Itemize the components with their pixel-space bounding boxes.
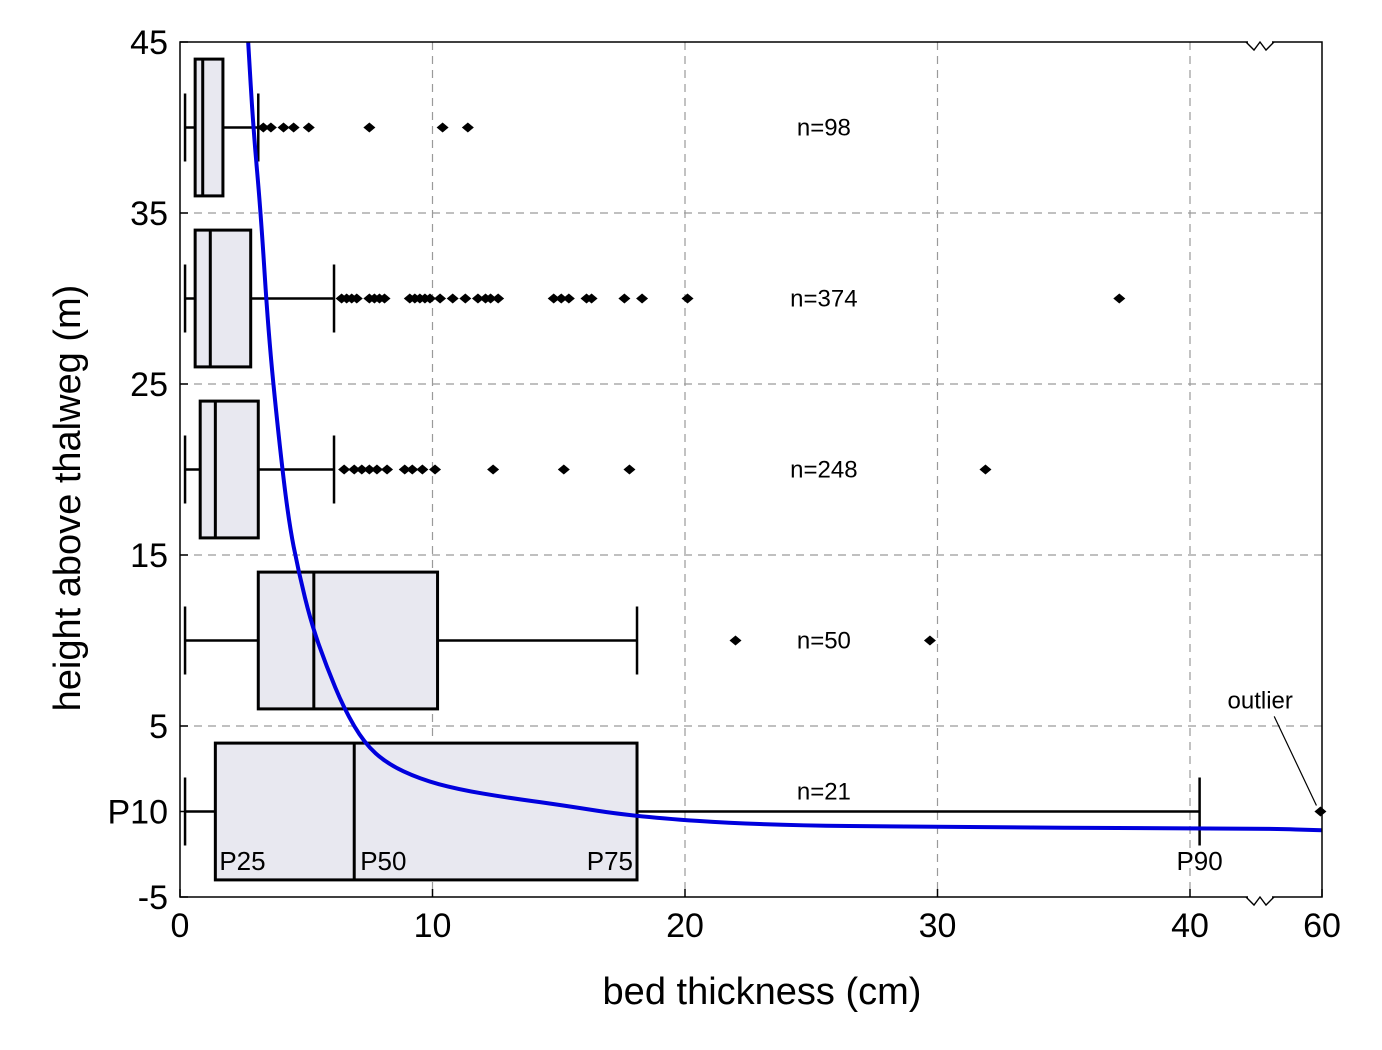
x-tick-label: 60 <box>1303 907 1341 945</box>
y-axis-label: height above thalweg (m) <box>47 285 89 712</box>
box-iqr <box>213 741 639 882</box>
outlier-point <box>487 464 500 475</box>
box-iqr <box>193 228 253 369</box>
plot-frame <box>179 41 1323 898</box>
y-tick-label: -5 <box>138 879 168 917</box>
outlier-point <box>471 293 484 304</box>
box-group-3: n=50 <box>183 570 936 711</box>
outlier-point <box>459 293 472 304</box>
outlier-point <box>277 122 290 133</box>
box-plots: n=98 n=374 n=248 n=50 n=21 P25 P50 P75 P90 <box>183 57 1327 882</box>
outlier-point <box>562 293 575 304</box>
sample-count-label: n=50 <box>797 628 851 655</box>
outlier-point <box>257 122 270 133</box>
sample-count-label: n=248 <box>790 457 857 484</box>
axis-break-zigzag <box>1245 40 1275 52</box>
outlier-point <box>681 293 694 304</box>
outlier-point <box>264 122 277 133</box>
x-tick-label: 0 <box>171 907 190 945</box>
x-tick-label: 10 <box>414 907 452 945</box>
outlier-point <box>618 293 631 304</box>
axis-ticks: 0 10 20 30 40 60 45 35 25 15 5 P10 -5 <box>108 24 1341 945</box>
outlier-point <box>370 464 383 475</box>
outlier-point <box>623 464 636 475</box>
outlier-point <box>557 464 570 475</box>
outlier-point <box>461 122 474 133</box>
y-tick-label: 15 <box>130 537 168 575</box>
outlier-point <box>492 293 505 304</box>
box-iqr <box>198 399 260 540</box>
outlier-point <box>355 464 368 475</box>
x-tick-label: 20 <box>666 907 704 945</box>
outlier-point <box>555 293 568 304</box>
outlier-point <box>381 464 394 475</box>
trend-curve <box>246 41 1323 833</box>
box-iqr <box>193 57 225 198</box>
outlier-point <box>416 464 429 475</box>
y-tick-label: 35 <box>130 195 168 233</box>
outlier-annotation-pointer <box>1273 716 1317 806</box>
outlier-point <box>338 464 351 475</box>
outlier-point <box>287 122 300 133</box>
trend-curve-line <box>246 41 1323 833</box>
percentile-label-p25: P25 <box>219 846 265 876</box>
outlier-point <box>302 122 315 133</box>
outlier-point <box>398 464 411 475</box>
outlier-point <box>923 635 936 646</box>
percentile-label-p75: P75 <box>587 846 633 876</box>
outlier-point <box>434 293 447 304</box>
outlier-point <box>348 464 361 475</box>
outlier-point <box>1314 806 1327 817</box>
sample-count-label: n=21 <box>797 779 851 806</box>
y-tick-label: 5 <box>149 708 168 746</box>
outlier-annotation-label: outlier <box>1228 687 1293 714</box>
percentile-label-p90: P90 <box>1176 846 1222 876</box>
outlier-point <box>429 464 442 475</box>
outlier-point <box>979 464 992 475</box>
outlier-point <box>547 293 560 304</box>
sample-count-label: n=374 <box>790 286 857 313</box>
y-tick-label: 25 <box>130 366 168 404</box>
box-group-1: n=374 <box>183 228 1126 369</box>
outlier-point <box>423 293 436 304</box>
x-tick-label: 40 <box>1171 907 1209 945</box>
x-tick-label: 30 <box>919 907 957 945</box>
x-axis-label: bed thickness (cm) <box>603 971 922 1013</box>
outlier-point <box>1113 293 1126 304</box>
outlier-point <box>585 293 598 304</box>
box-group-0: n=98 <box>183 57 851 198</box>
outlier-point <box>636 293 649 304</box>
axis-break-zigzag <box>1245 895 1275 907</box>
box-group-4: n=21 P25 P50 P75 P90 <box>183 741 1327 882</box>
y-tick-label: P10 <box>108 794 169 832</box>
outlier-point <box>363 122 376 133</box>
outlier-annotation: outlier <box>1228 687 1317 806</box>
outlier-point <box>378 293 391 304</box>
outlier-point <box>363 464 376 475</box>
axis-break-marks <box>1245 38 1275 907</box>
outlier-point <box>406 464 419 475</box>
outlier-point <box>484 293 497 304</box>
outlier-point <box>436 122 449 133</box>
outlier-point <box>729 635 742 646</box>
box-group-2: n=248 <box>183 399 992 540</box>
sample-count-label: n=98 <box>797 115 851 142</box>
outlier-point <box>350 293 363 304</box>
y-tick-label: 45 <box>130 24 168 62</box>
percentile-label-p50: P50 <box>360 846 406 876</box>
outlier-point <box>446 293 459 304</box>
box-iqr <box>256 570 440 711</box>
